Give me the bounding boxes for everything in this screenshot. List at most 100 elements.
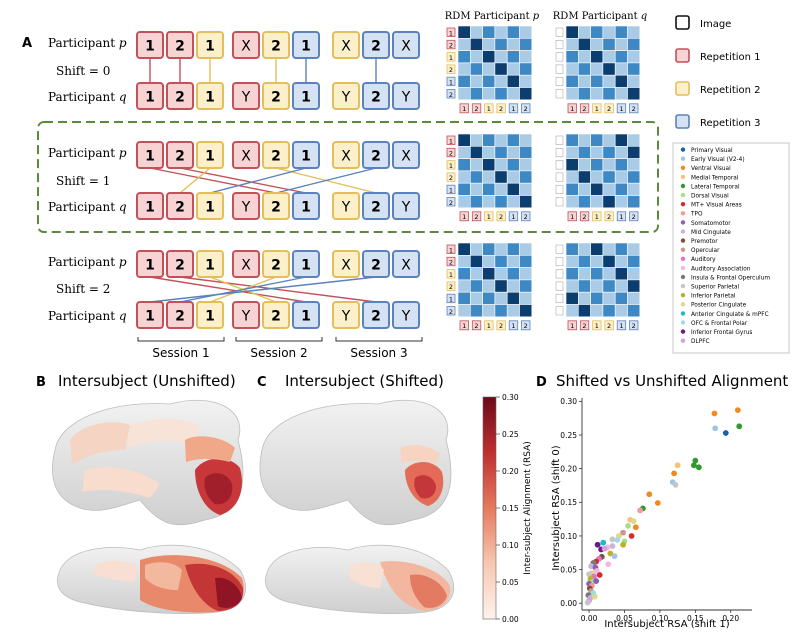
tile: 2 — [262, 31, 290, 59]
rdm-axis-label: 2 — [449, 174, 453, 182]
tile-label: X — [241, 39, 251, 55]
roi-legend-dot — [680, 156, 686, 161]
roi-legend-label: Auditory Association — [691, 266, 751, 272]
panel-label-d: D — [536, 375, 547, 390]
scatter-point — [671, 470, 677, 477]
tile: 2 — [362, 192, 390, 220]
scatter-point — [734, 407, 741, 414]
colorbar — [482, 396, 497, 620]
p-label: p — [119, 146, 127, 160]
x-tick-label: 0.10 — [652, 614, 669, 623]
tile: 1 — [292, 250, 320, 278]
tile-label: 2 — [371, 258, 381, 274]
roi-legend-dot — [680, 338, 686, 343]
rdm-axis-label: 1 — [595, 105, 599, 113]
tile: X — [392, 250, 420, 278]
tile: Y — [332, 192, 360, 220]
tile-label: X — [241, 149, 251, 165]
rdm-axis-label: 1 — [511, 105, 515, 113]
rdm-axis-label: 2 — [632, 322, 636, 330]
rdm-axis-tile — [446, 293, 456, 304]
rdm-axis-label: 1 — [487, 213, 491, 221]
repetition-legend: Image Repetition 1 Repetition 2 Repetiti… — [675, 15, 761, 129]
rdm-axis-label: 1 — [511, 213, 515, 221]
participant-label: Participant — [48, 255, 115, 269]
tile-label: 2 — [175, 149, 185, 165]
rdm-axis-tile — [446, 184, 456, 195]
roi-legend-label: Anterior Cingulate & mPFC — [691, 312, 769, 318]
tile: X — [392, 31, 420, 59]
rdm-axis-label: 2 — [449, 91, 453, 99]
rdm-axis-label: 2 — [449, 42, 453, 50]
rdm-axis-tile — [484, 103, 494, 114]
tile-label: 1 — [205, 90, 215, 106]
rdm-axis-tile — [471, 103, 482, 114]
connector-line — [179, 276, 377, 303]
tile: Y — [392, 192, 420, 220]
tile: 2 — [166, 82, 194, 110]
shift1-labels: Participant p Shift = 1 Participant q — [48, 146, 127, 214]
rdm-axis-label: 2 — [632, 105, 636, 113]
rdm-axis-label: 2 — [449, 308, 453, 316]
rdm-axis-tile — [592, 103, 602, 114]
q-label: q — [119, 90, 127, 104]
legend-image: Image — [700, 19, 731, 30]
rdm-axis-tile — [446, 281, 456, 291]
tile: Y — [232, 82, 260, 110]
scatter-point — [594, 541, 601, 548]
tile-label: 2 — [371, 200, 381, 216]
roi-legend-frame — [672, 142, 790, 354]
rdm-axis-tile — [446, 27, 456, 37]
rdm-axis-tile — [446, 269, 456, 279]
scatter-point — [607, 550, 614, 557]
scatter-point — [646, 491, 653, 498]
tile-label: Y — [401, 90, 411, 106]
rdm-axis-tile — [616, 211, 627, 222]
participant-label: Participant — [48, 309, 115, 323]
tile: 1 — [196, 141, 224, 169]
rdm-axis-tile — [508, 211, 519, 222]
rep1-swatch — [675, 48, 690, 63]
participant-label: Participant — [48, 200, 115, 214]
scatter-plot: 0.00 0.05 0.10 0.15 0.20 0.00 0.05 0.10 0.15 0.20… — [560, 397, 752, 623]
tile: X — [392, 141, 420, 169]
roi-legend-label: Auditory — [691, 257, 716, 263]
scatter-point — [695, 464, 702, 471]
brain-c-ventral — [265, 544, 455, 614]
tile: X — [332, 141, 360, 169]
session-2-label: Session 2 — [250, 346, 307, 360]
panel-label-b: B — [36, 375, 46, 390]
roi-legend-dot — [680, 174, 686, 180]
rdm-axis-tile — [446, 89, 456, 99]
rdm-axis-tile — [471, 211, 482, 222]
tile-label: 1 — [145, 258, 155, 274]
tile: 1 — [196, 31, 224, 59]
svg-text:Participant q: Participant q — [48, 200, 127, 214]
rdm-axis-tile — [579, 103, 590, 114]
tile-label: 2 — [175, 200, 185, 216]
tile: 2 — [262, 301, 290, 329]
svg-text:Participant q: Participant q — [48, 309, 127, 323]
tile: 1 — [292, 301, 320, 329]
tile: X — [232, 141, 260, 169]
scatter-point — [632, 524, 639, 531]
panel-label-a: A — [22, 36, 32, 51]
rdm-axis-tile — [567, 320, 577, 331]
roi-legend-label: Lateral Temporal — [691, 184, 740, 190]
tile-label: X — [241, 258, 251, 274]
roi-legend-dot — [680, 293, 686, 298]
rdm-axis-tile — [471, 320, 482, 331]
tile-label: 1 — [205, 39, 215, 55]
connector-line — [179, 167, 211, 194]
brain-b-lateral — [52, 399, 244, 526]
panel-b-title: Intersubject (Unshifted) — [58, 372, 236, 390]
tile-label: Y — [341, 90, 351, 106]
rdm-axis-tile — [567, 103, 577, 114]
colorbar-tick-label: 0.10 — [502, 541, 519, 550]
rdm-axis-label: 1 — [511, 322, 515, 330]
rep3-swatch — [675, 114, 690, 129]
scatter-point — [672, 481, 679, 488]
